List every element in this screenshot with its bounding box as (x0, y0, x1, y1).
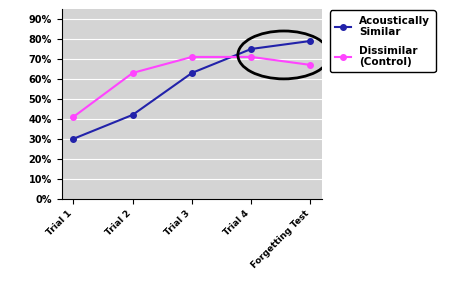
Dissimilar
(Control) (248, 55, 254, 59)
Legend: Acoustically
Similar, Dissimilar
(Control): Acoustically Similar, Dissimilar (Contro… (330, 11, 436, 73)
Dissimilar
(Control) (308, 63, 313, 67)
Acoustically
Similar (308, 39, 313, 43)
Line: Dissimilar
(Control): Dissimilar (Control) (71, 54, 313, 119)
Dissimilar
(Control) (189, 55, 195, 59)
Acoustically
Similar (189, 71, 195, 75)
Line: Acoustically
Similar: Acoustically Similar (71, 38, 313, 141)
Acoustically
Similar (248, 47, 254, 51)
Dissimilar
(Control) (130, 71, 136, 75)
Dissimilar
(Control) (71, 115, 76, 119)
Acoustically
Similar (71, 137, 76, 141)
Acoustically
Similar (130, 113, 136, 116)
